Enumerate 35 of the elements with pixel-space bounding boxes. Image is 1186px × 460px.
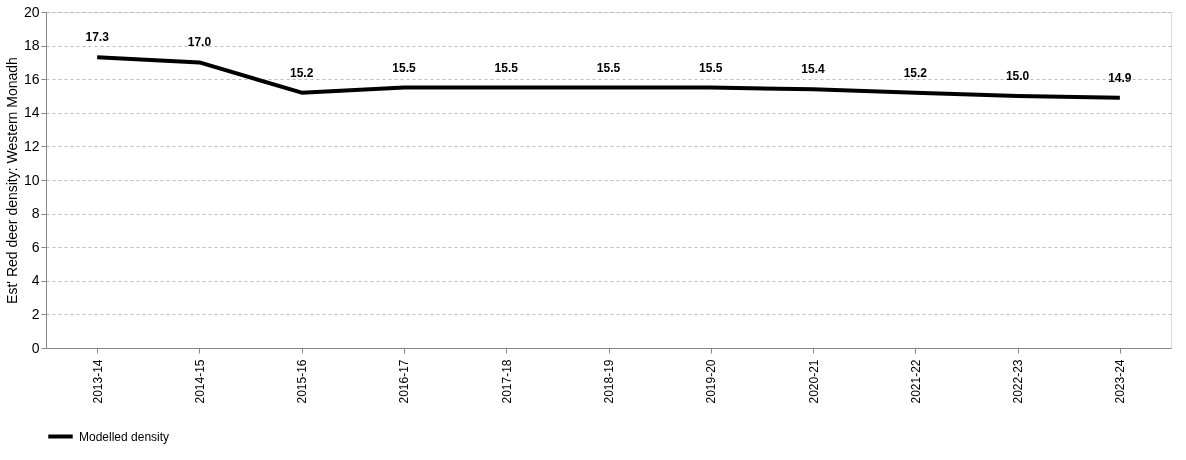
x-tick-label: 2020-21 — [806, 359, 821, 404]
x-tick-label: 2015-16 — [295, 359, 310, 404]
data-label: 15.2 — [290, 65, 314, 80]
data-label: 15.5 — [699, 60, 723, 75]
x-tick-label: 2023-24 — [1113, 359, 1128, 404]
y-axis-title: Est' Red deer density: Western Monadh — [3, 57, 20, 304]
x-tick-label: 2013-14 — [90, 359, 105, 404]
y-tick-label: 2 — [31, 305, 40, 322]
legend-label: Modelled density — [79, 429, 170, 444]
y-tick-label: 10 — [23, 171, 40, 188]
y-tick-label: 8 — [31, 205, 40, 222]
y-tick-label: 20 — [23, 3, 40, 20]
x-tick-label: 2022-23 — [1011, 359, 1026, 404]
data-label: 15.0 — [1005, 69, 1030, 83]
x-tick-label: 2014-15 — [192, 359, 207, 404]
x-tick-label: 2017-18 — [499, 359, 514, 404]
y-tick-label: 18 — [23, 37, 40, 54]
y-tick-label: 4 — [31, 272, 40, 289]
data-label: 15.5 — [494, 60, 519, 75]
data-label: 15.4 — [801, 62, 826, 77]
x-tick-label: 2016-17 — [397, 359, 412, 404]
x-tick-label: 2021-22 — [908, 359, 923, 404]
data-label: 17.0 — [187, 35, 212, 50]
data-label: 14.9 — [1108, 70, 1132, 85]
data-label: 15.5 — [596, 60, 621, 75]
x-tick-label: 2018-19 — [602, 359, 616, 404]
y-tick-label: 0 — [31, 339, 40, 356]
y-tick-label: 12 — [23, 137, 40, 154]
y-tick-label: 6 — [31, 238, 40, 255]
data-label: 15.5 — [392, 60, 416, 75]
y-tick-label: 14 — [23, 104, 40, 121]
x-tick-label: 2019-20 — [704, 359, 719, 404]
data-label: 15.2 — [903, 65, 928, 80]
data-label: 17.3 — [85, 30, 110, 45]
y-tick-label: 16 — [23, 70, 40, 87]
